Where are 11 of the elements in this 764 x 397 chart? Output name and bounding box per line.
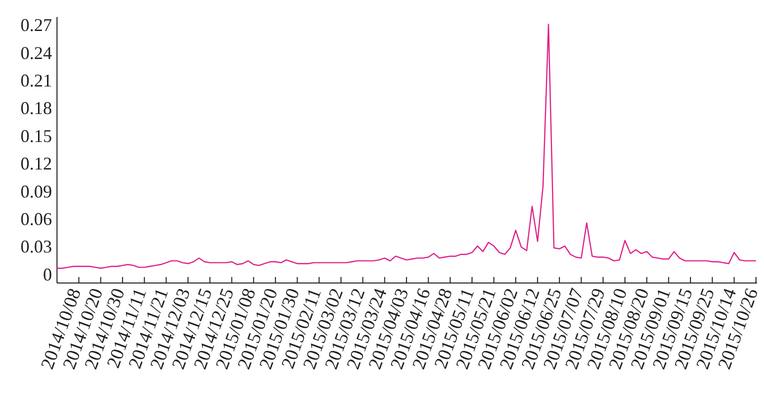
y-tick-label: 0 [43, 264, 52, 284]
y-tick-label: 0.18 [20, 98, 52, 118]
y-tick-label: 0.24 [20, 42, 52, 63]
line-series [56, 24, 757, 269]
y-tick-label: 0.27 [20, 15, 52, 36]
y-tick-label: 0.15 [20, 126, 52, 146]
y-tick-label: 0.06 [20, 209, 52, 230]
y-tick-label: 0.12 [20, 154, 52, 174]
y-tick-label: 0.03 [20, 236, 52, 257]
y-tick-label: 0.21 [20, 70, 52, 90]
y-tick-label: 0.09 [20, 181, 52, 202]
